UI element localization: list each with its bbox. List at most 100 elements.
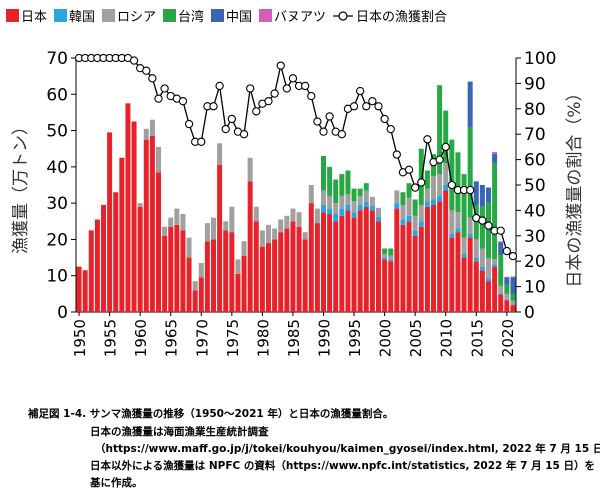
bar-1994-3 (345, 170, 351, 195)
y-right-tick-3: 30 (524, 227, 546, 247)
bar-2008-1 (430, 199, 436, 205)
legend-label-3: 台湾 (178, 9, 204, 25)
japan-share-line (74, 53, 518, 261)
x-tick-8: 1990 (316, 319, 334, 357)
share-point-1967 (178, 97, 188, 106)
bar-1998-0 (369, 210, 375, 312)
bar-1992-3 (333, 179, 339, 204)
y-right-tick-4: 40 (524, 201, 546, 221)
x-tick-14: 2020 (499, 319, 517, 357)
bar-1983-2 (278, 219, 284, 233)
bar-2004-2 (406, 197, 412, 216)
bar-1968-2 (186, 237, 192, 258)
share-point-1999 (374, 102, 383, 111)
share-point-2019 (496, 226, 505, 235)
bar-2009-1 (437, 195, 443, 202)
x-tick-3: 1965 (163, 319, 181, 357)
share-point-2000 (380, 114, 389, 124)
bar-2015-2 (473, 239, 479, 258)
bar-1999-2 (375, 207, 381, 217)
bar-2011-0 (449, 237, 455, 312)
bar-1963-0 (155, 172, 161, 312)
bar-2019-3 (498, 255, 504, 286)
bar-1996-0 (357, 210, 363, 312)
bar-1957-0 (119, 157, 125, 312)
bar-2007-1 (424, 201, 430, 207)
bar-1982-0 (272, 239, 278, 312)
bar-1992-2 (333, 203, 339, 215)
bar-2010-1 (443, 185, 449, 191)
bar-2014-0 (467, 237, 473, 312)
legend-label-6: 日本の漁獲割合 (356, 9, 447, 25)
y-right-tick-2: 20 (524, 252, 546, 272)
bar-2006-0 (418, 226, 424, 312)
bar-1990-0 (320, 212, 326, 312)
bar-1995-2 (351, 201, 357, 213)
bar-1967-2 (180, 214, 186, 231)
bar-1991-2 (327, 195, 333, 209)
bar-1988-2 (308, 185, 314, 204)
bar-2004-3 (406, 183, 412, 198)
share-point-2007 (423, 135, 432, 144)
y-right-tick-7: 70 (524, 125, 546, 145)
share-point-1961 (142, 66, 151, 75)
bar-2004-0 (406, 221, 412, 312)
bar-2010-0 (443, 190, 449, 312)
share-point-1993 (337, 130, 346, 139)
share-point-2006 (417, 178, 426, 187)
bar-2013-1 (461, 253, 467, 258)
bar-2000-1 (382, 257, 388, 260)
share-point-1974 (221, 124, 230, 134)
bar-2010-3 (443, 110, 449, 164)
bar-1969-2 (192, 281, 198, 291)
bar-2020-3 (504, 284, 510, 294)
bar-1984-0 (284, 228, 290, 312)
share-point-2002 (392, 150, 401, 159)
bar-1995-1 (351, 212, 357, 218)
y-left-tick-0: 0 (57, 303, 68, 323)
share-point-1984 (282, 84, 291, 93)
bar-2010-2 (443, 163, 449, 185)
bar-1961-2 (143, 128, 149, 140)
legend-swatch-3 (163, 9, 176, 22)
bar-2007-3 (424, 170, 430, 189)
bar-1998-2 (369, 196, 375, 207)
bar-1986-2 (296, 212, 302, 227)
bar-1975-0 (229, 232, 235, 312)
bar-1982-2 (272, 228, 278, 240)
bar-1985-0 (290, 221, 296, 312)
share-point-1973 (215, 81, 224, 91)
bar-1977-0 (241, 255, 247, 312)
bar-1985-2 (290, 208, 296, 222)
bar-2020-2 (504, 293, 510, 300)
legend-line-marker (338, 11, 348, 21)
bar-1998-1 (369, 206, 375, 211)
share-point-1996 (356, 86, 365, 96)
legend-label-2: ロシア (117, 10, 156, 25)
y-axis-label-right: 日本の漁獲量の割合（%） (565, 84, 585, 287)
bar-1993-2 (339, 195, 345, 209)
bar-1964-2 (162, 226, 168, 236)
bar-2011-1 (449, 233, 455, 238)
bar-2006-3 (418, 148, 424, 205)
x-tick-12: 2010 (438, 319, 456, 357)
bar-2014-3 (467, 126, 473, 218)
y-left-tick-5: 50 (46, 122, 68, 142)
bar-1979-2 (253, 206, 259, 222)
y-right-tick-6: 60 (524, 151, 546, 171)
catch-chart: 日本 韓国 ロシア 台湾 中国 バヌアツ 日本の漁獲割合 01020304050607001… (6, 9, 585, 357)
x-tick-7: 1985 (285, 319, 303, 357)
x-tick-0: 1950 (71, 319, 89, 357)
share-point-2017 (484, 221, 493, 230)
share-point-1962 (148, 74, 157, 83)
bar-1958-0 (125, 103, 131, 312)
bar-2007-0 (424, 206, 430, 312)
bar-1977-2 (241, 241, 247, 256)
bar-1954-0 (100, 204, 106, 312)
share-point-1975 (227, 114, 236, 124)
bar-1983-0 (278, 232, 284, 312)
bar-1994-1 (345, 204, 351, 211)
share-point-2011 (447, 180, 456, 190)
bar-2014-1 (467, 233, 473, 238)
y-left-tick-2: 20 (46, 230, 68, 250)
